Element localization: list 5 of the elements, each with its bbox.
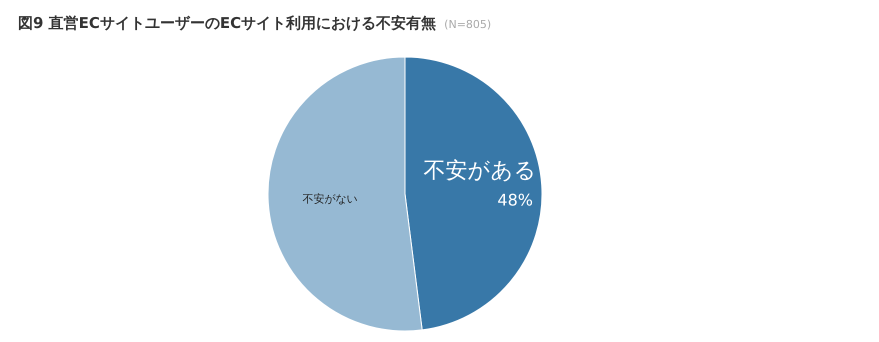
slice-label: 不安がない	[302, 192, 358, 206]
slice-label: 不安がある	[424, 158, 537, 184]
chart-title: 図9 直営ECサイトユーザーのECサイト利用における不安有無	[18, 14, 436, 32]
data-label: 48%	[497, 190, 533, 210]
chart-subtitle: (N=805)	[444, 18, 492, 31]
